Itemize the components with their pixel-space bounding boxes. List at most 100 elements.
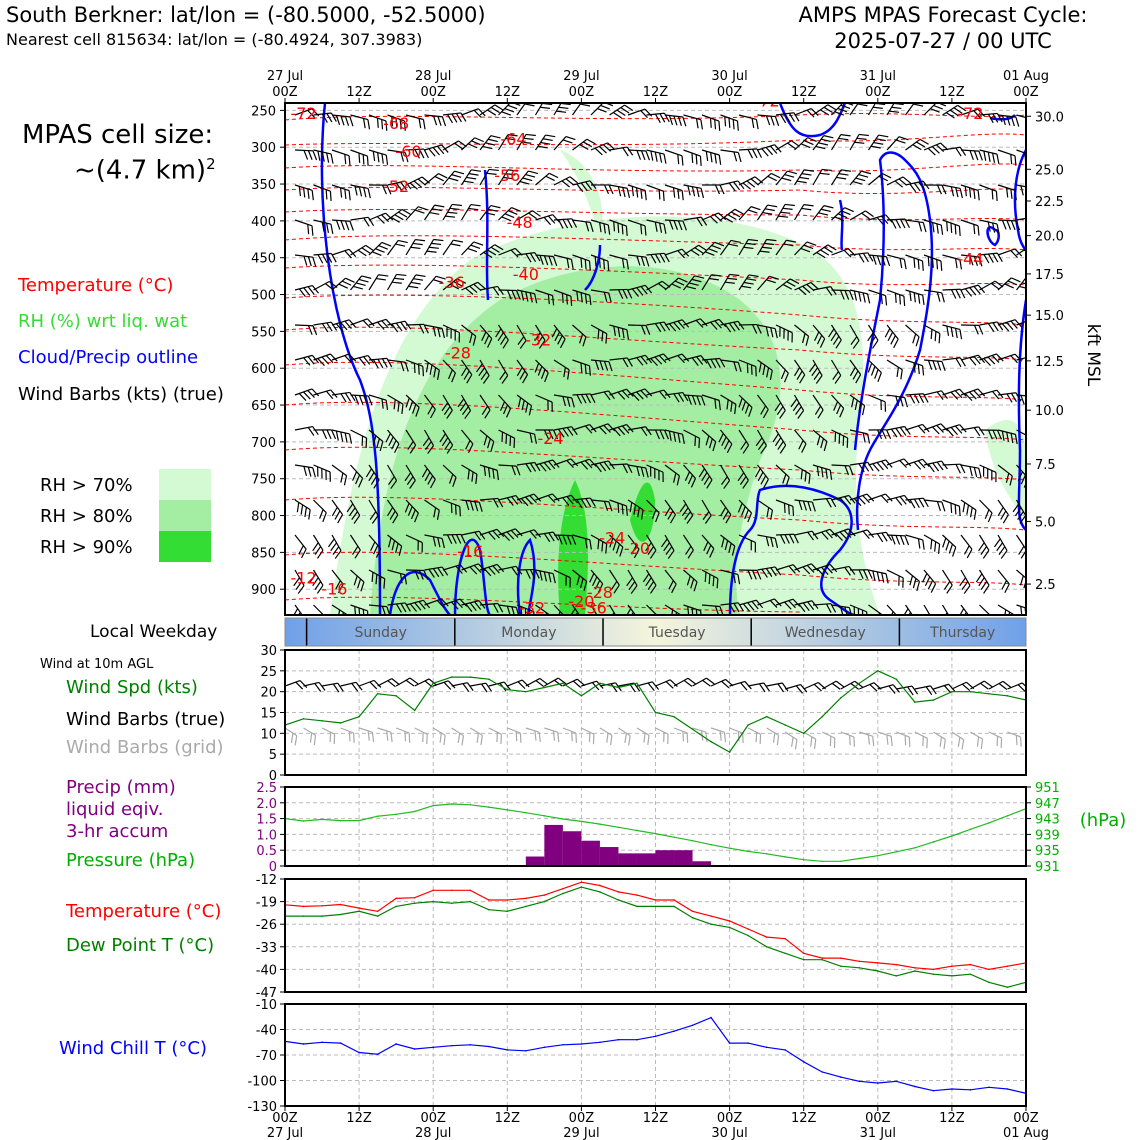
wind-barb	[368, 394, 389, 411]
wind-barb	[701, 569, 719, 589]
temperature-point	[580, 881, 583, 884]
wind-barb	[754, 464, 769, 489]
dewpoint-point	[450, 902, 453, 905]
isotherm-label: -72	[290, 104, 316, 123]
wind-barb	[479, 528, 505, 540]
wind-barb	[737, 499, 753, 523]
weekday-label: Wednesday	[785, 625, 866, 641]
wind-barb-grid	[747, 727, 762, 745]
pressure-point	[525, 811, 527, 814]
windchill-point	[599, 1041, 601, 1044]
wind-barb	[775, 170, 798, 186]
wind-barb	[942, 499, 961, 517]
height-tick-label: 20.0	[1035, 230, 1064, 245]
wind-barb	[350, 318, 375, 328]
wind-barb	[331, 277, 355, 291]
wind-barb-true	[544, 677, 567, 687]
wind-barb	[572, 359, 591, 376]
wind-barb	[905, 138, 929, 151]
pressure-point	[710, 843, 712, 846]
wind-barb	[772, 429, 787, 454]
wind-barb	[757, 394, 769, 419]
wind-barb	[461, 137, 484, 151]
bottom-date-label: 27 Jul	[267, 1126, 303, 1140]
top-hour-label: 12Z	[791, 85, 817, 100]
wind-barb	[498, 464, 521, 476]
pressure-point	[728, 847, 731, 850]
dewpoint-point	[543, 900, 546, 903]
dewpoint-point	[988, 981, 990, 984]
wind-barb	[646, 112, 670, 123]
wind-speed-point	[339, 722, 342, 724]
pressure-tick-label: 850	[251, 546, 276, 561]
wind-barb	[664, 391, 689, 403]
wind-barb	[886, 458, 912, 468]
precip-bar	[655, 850, 675, 866]
windchill-point	[858, 1080, 861, 1083]
wind-barb-true	[896, 685, 919, 696]
wind-barb-true	[766, 682, 789, 693]
wind-barb	[609, 424, 634, 437]
wind-barb	[701, 534, 715, 558]
dewpoint-point	[691, 916, 694, 919]
pressure-point	[302, 820, 305, 822]
wind-barb	[790, 394, 805, 419]
dewpoint-point	[302, 915, 305, 917]
wind-barb	[646, 604, 660, 615]
wind-barb	[664, 149, 684, 166]
wind-barb	[701, 149, 722, 165]
pressure-point	[413, 810, 416, 813]
temperature-point	[654, 899, 657, 901]
wind-barb	[960, 284, 986, 297]
wind-barb	[905, 254, 924, 271]
wind-barb	[683, 275, 705, 291]
wind-barb	[590, 359, 613, 372]
dewpoint-point	[802, 958, 805, 961]
wind-barb-true	[970, 680, 993, 690]
precip-label-2: liquid eqiv.	[66, 799, 164, 820]
wind-barb-true	[840, 680, 863, 690]
wind-barb	[997, 149, 1017, 166]
wind-barb	[959, 569, 971, 594]
wind-barb	[442, 203, 462, 221]
wind-barb	[461, 499, 483, 512]
pressure-point	[376, 815, 379, 818]
wind-barb	[516, 604, 535, 615]
dewpoint-point	[432, 900, 435, 903]
wind-barb	[664, 464, 680, 486]
wind-barb	[738, 394, 753, 417]
wind-barb	[923, 289, 945, 303]
wind-barb-true	[321, 682, 344, 693]
wind-barb	[849, 493, 875, 507]
wind-barb	[849, 529, 875, 540]
pressure-point	[1006, 815, 1009, 817]
wind-barb	[590, 184, 614, 195]
wind-barb	[830, 169, 851, 186]
wind-barb-true	[729, 680, 752, 691]
wind-barb	[350, 354, 375, 366]
isotherm-label: -24	[537, 429, 563, 448]
precip-bar	[581, 840, 600, 866]
wind-barb	[590, 499, 613, 512]
wind-barb	[405, 323, 429, 334]
height-tick-label: 22.5	[1035, 195, 1064, 210]
dewpoint-point	[636, 905, 638, 908]
wind-barb	[331, 569, 344, 594]
wind-barb	[609, 254, 629, 270]
height-tick-label: 2.5	[1035, 578, 1056, 593]
wind-barb	[479, 204, 501, 221]
wind-barb-true	[581, 680, 604, 691]
bottom-hour-label: 00Z	[272, 1111, 298, 1126]
bottom-hour-label: 00Z	[569, 1111, 595, 1126]
wind-barb	[757, 114, 780, 127]
wind-barb	[868, 429, 892, 440]
wind-barb	[479, 394, 491, 419]
wind-barb	[664, 277, 688, 291]
isotherm-label: -16	[321, 579, 347, 598]
pressure-point	[506, 809, 509, 811]
wind-barb	[720, 534, 736, 556]
wind-barb	[812, 104, 837, 116]
wind-barb	[516, 493, 542, 507]
wind-barb	[794, 563, 819, 575]
